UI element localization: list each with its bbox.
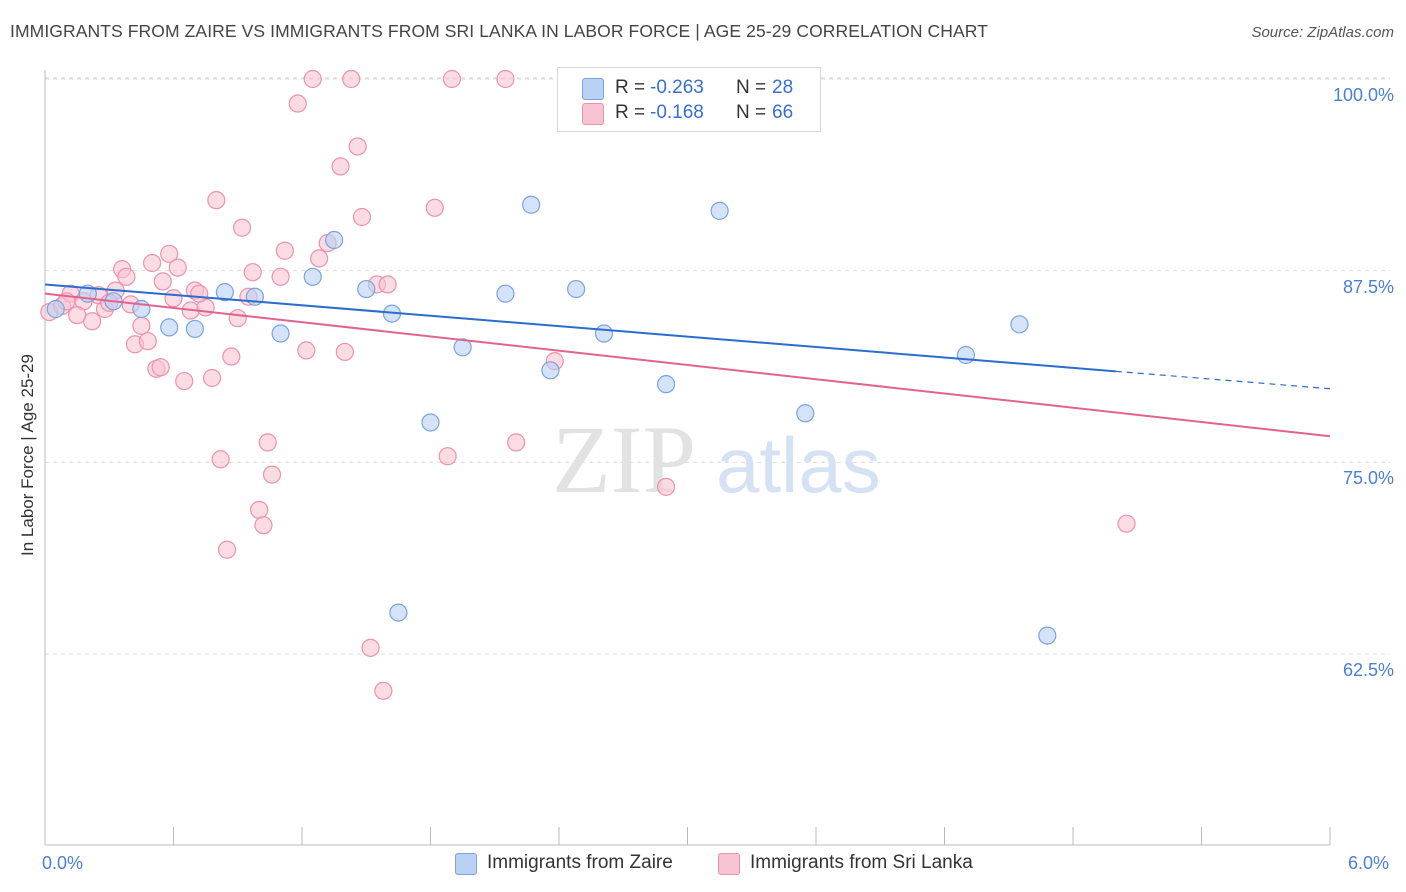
zaire-point xyxy=(325,230,344,250)
srilanka-point xyxy=(228,309,247,328)
legend-r-label: R = xyxy=(615,102,646,123)
srilanka-point xyxy=(374,681,393,700)
watermark-atlas: atlas xyxy=(716,421,881,509)
srilanka-point xyxy=(288,94,307,113)
x-tick-label-min: 0.0% xyxy=(42,853,84,873)
srilanka-point xyxy=(378,275,397,294)
srilanka-point xyxy=(250,500,269,519)
srilanka-point xyxy=(331,157,350,176)
legend-n-value: 28 xyxy=(772,77,794,98)
zaire-legend-swatch xyxy=(455,853,477,875)
zaire-point xyxy=(567,279,586,299)
zaire-legend-label: Immigrants from Zaire xyxy=(487,852,673,873)
y-tick-label: 87.5% xyxy=(1342,276,1394,297)
srilanka-point xyxy=(361,638,380,657)
srilanka-point xyxy=(352,207,372,227)
x-tick-label-max: 6.0% xyxy=(1348,853,1390,873)
y-tick-label: 100.0% xyxy=(1332,85,1394,105)
zaire-point xyxy=(1010,315,1029,334)
zaire-point xyxy=(496,284,515,303)
srilanka-point xyxy=(164,289,183,308)
srilanka-point xyxy=(168,258,187,277)
srilanka-point xyxy=(132,316,151,335)
zaire-point xyxy=(185,319,205,339)
srilanka-point xyxy=(303,69,322,89)
srilanka-point xyxy=(243,263,262,282)
legend-n-label: N = xyxy=(736,102,767,123)
srilanka-point xyxy=(254,516,273,535)
y-tick-label: 62.5% xyxy=(1342,660,1394,680)
y-tick-label: 75.0% xyxy=(1342,468,1394,489)
srilanka-trendline xyxy=(44,292,1331,438)
srilanka-point xyxy=(271,267,290,286)
watermark-zip: ZIP xyxy=(552,406,696,513)
zaire-point xyxy=(594,324,614,343)
srilanka-point xyxy=(217,540,237,559)
srilanka-point xyxy=(153,272,172,291)
srilanka-point xyxy=(151,358,170,377)
srilanka-point xyxy=(442,69,462,89)
srilanka-point xyxy=(656,477,676,496)
zaire-point xyxy=(956,345,976,365)
srilanka-point xyxy=(68,306,87,325)
zaire-point xyxy=(796,404,815,423)
srilanka-point xyxy=(175,371,194,391)
legend-n-label: N = xyxy=(736,77,767,98)
srilanka-point xyxy=(207,191,226,210)
srilanka-point xyxy=(117,267,136,286)
zaire-point xyxy=(215,283,234,302)
srilanka-point xyxy=(342,69,361,89)
srilanka-swatch xyxy=(582,103,604,125)
srilanka-point xyxy=(310,249,329,268)
zaire-point xyxy=(357,279,376,299)
chart-title: IMMIGRANTS FROM ZAIRE VS IMMIGRANTS FROM… xyxy=(10,21,988,41)
legend-r-value: -0.263 xyxy=(650,77,704,98)
srilanka-point xyxy=(202,368,222,388)
srilanka-point xyxy=(262,465,282,484)
srilanka-point xyxy=(1117,514,1136,533)
zaire-point xyxy=(453,338,472,357)
stats-legend: R = -0.263 N = 28 R = -0.168 N = 66 xyxy=(557,67,821,132)
zaire-point xyxy=(46,299,65,319)
srilanka-point xyxy=(335,342,354,362)
zaire-point xyxy=(656,375,676,394)
zaire-trendline xyxy=(44,283,1116,373)
srilanka-point xyxy=(232,218,252,237)
source-label: Source: ZipAtlas.com xyxy=(1251,24,1394,41)
zaire-point xyxy=(303,267,322,286)
srilanka-point xyxy=(425,198,444,217)
legend-r-value: -0.168 xyxy=(650,102,704,123)
srilanka-legend-label: Immigrants from Sri Lanka xyxy=(750,852,973,873)
srilanka-point xyxy=(160,244,179,263)
srilanka-point xyxy=(275,241,294,260)
srilanka-legend-swatch xyxy=(718,853,740,875)
srilanka-point xyxy=(507,433,526,452)
zaire-point xyxy=(421,413,440,432)
zaire-point xyxy=(389,603,408,622)
srilanka-point xyxy=(496,69,515,89)
srilanka-point xyxy=(190,284,209,303)
zaire-point xyxy=(541,361,560,380)
srilanka-point xyxy=(211,450,230,469)
zaire-trendline-extension xyxy=(1115,370,1331,390)
srilanka-point xyxy=(222,347,241,366)
zaire-swatch xyxy=(582,78,604,100)
srilanka-point xyxy=(258,433,277,452)
srilanka-point xyxy=(142,253,162,273)
zaire-point xyxy=(522,195,541,214)
legend-n-value: 66 xyxy=(772,102,794,123)
zaire-point xyxy=(1038,626,1057,645)
srilanka-point xyxy=(348,137,367,156)
zaire-point xyxy=(271,324,290,343)
zaire-point xyxy=(160,318,179,337)
srilanka-point xyxy=(438,447,457,466)
srilanka-point xyxy=(297,341,316,360)
srilanka-point xyxy=(138,332,157,351)
zaire-point xyxy=(710,201,729,220)
legend-r-label: R = xyxy=(615,77,646,98)
